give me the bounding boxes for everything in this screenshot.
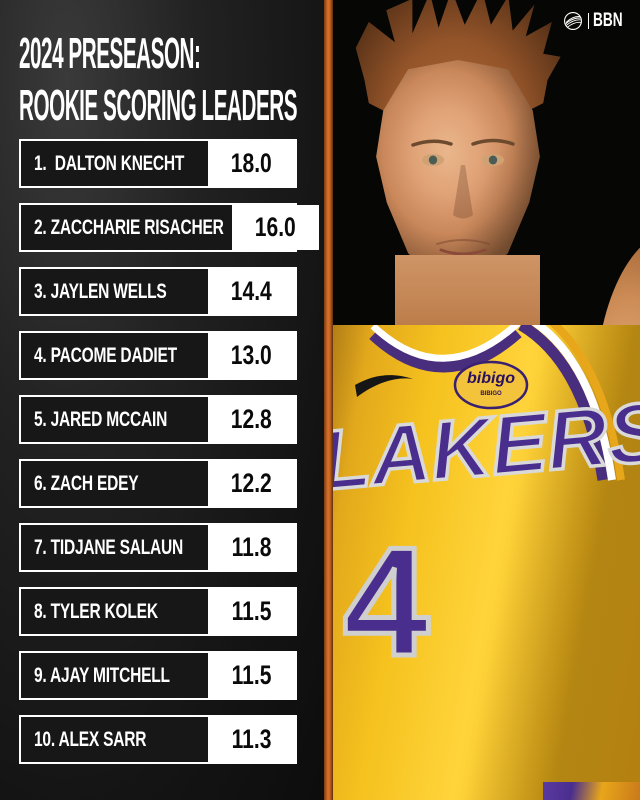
- svg-text:bibigo: bibigo: [467, 370, 515, 387]
- svg-text:BIBIGO: BIBIGO: [480, 391, 502, 397]
- svg-text:4: 4: [343, 515, 429, 688]
- svg-text:LAKERS: LAKERS: [333, 384, 640, 508]
